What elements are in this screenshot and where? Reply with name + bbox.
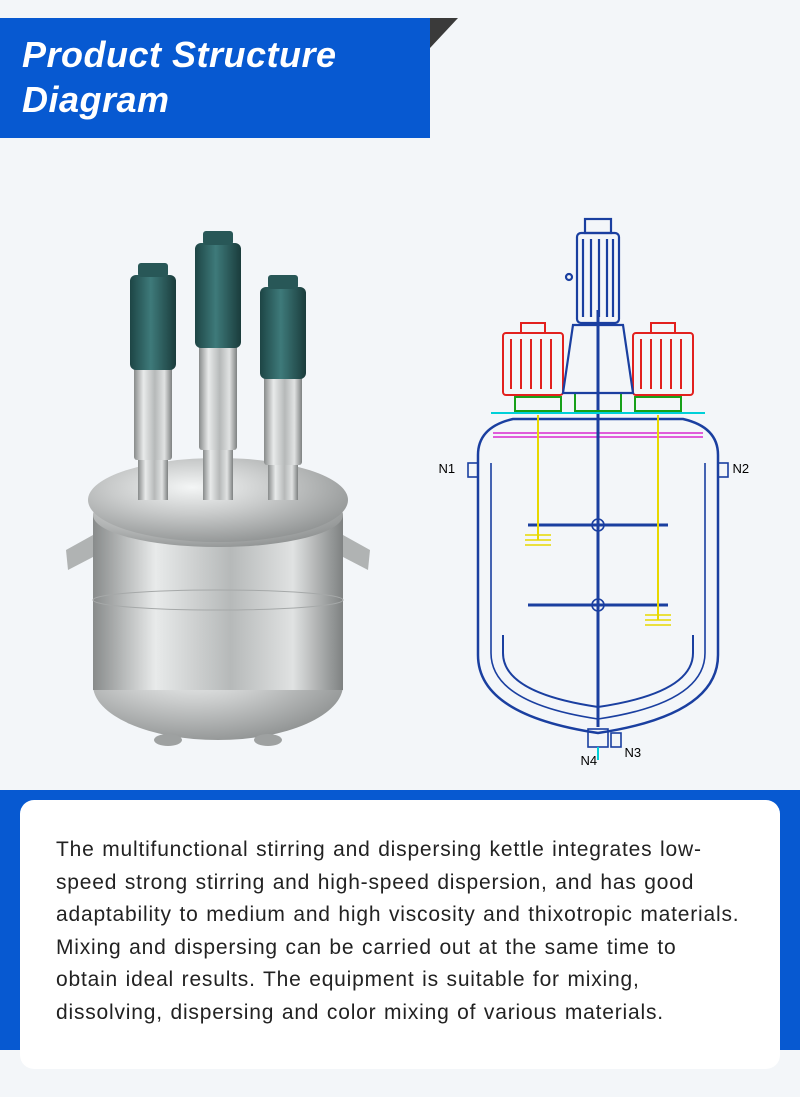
motor-center	[195, 231, 241, 348]
title-banner: Product Structure Diagram	[0, 18, 430, 138]
page-title-line2: Diagram	[22, 77, 408, 122]
page-title-line1: Product Structure	[22, 32, 408, 77]
motor-left	[130, 263, 176, 370]
diagram-row: N1 N2 N3 N4	[0, 160, 800, 790]
description-text: The multifunctional stirring and dispers…	[56, 834, 744, 1029]
port-n4-label: N4	[581, 753, 598, 768]
product-photo	[38, 205, 398, 765]
port-n2-label: N2	[733, 461, 750, 476]
port-n3-label: N3	[625, 745, 642, 760]
description-card: The multifunctional stirring and dispers…	[20, 800, 780, 1069]
schematic-svg	[433, 205, 763, 765]
port-n1-label: N1	[439, 461, 456, 476]
banner-arrow-decoration	[430, 18, 458, 48]
structure-schematic: N1 N2 N3 N4	[433, 205, 763, 765]
kettle-photo-svg	[38, 205, 398, 765]
motor-right	[260, 275, 306, 379]
